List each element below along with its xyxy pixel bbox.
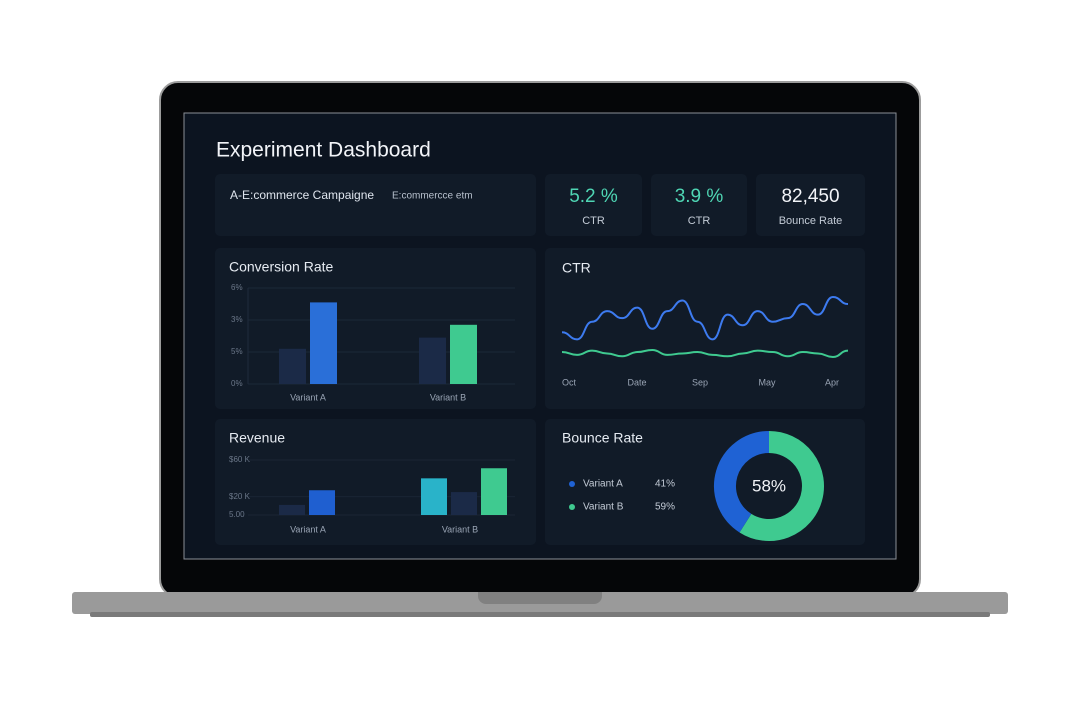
y-tick-label: 5%: [231, 347, 243, 356]
bar: [451, 492, 477, 515]
y-tick-label: 0%: [231, 379, 243, 388]
dashboard-title: Experiment Dashboard: [216, 139, 431, 162]
bar: [481, 468, 507, 515]
x-tick-label: Oct: [562, 377, 577, 387]
bar: [279, 348, 306, 384]
legend-dot: [569, 481, 575, 487]
kpi-card: [756, 174, 865, 236]
kpi-card: [545, 174, 642, 236]
kpi-card: [651, 174, 747, 236]
kpi-label: CTR: [582, 215, 605, 227]
legend-value: 59%: [655, 502, 675, 513]
y-tick-label: 3%: [231, 315, 243, 324]
campaign-tag: E:commercce etm: [392, 191, 473, 202]
donut-segment: [739, 431, 824, 541]
line-series: [561, 295, 849, 341]
x-tick-label: Variant B: [430, 392, 466, 402]
campaign-card: [215, 174, 536, 236]
panel-title: Bounce Rate: [562, 430, 643, 446]
panel-title: Revenue: [229, 430, 285, 446]
bar: [421, 478, 447, 515]
x-tick-label: May: [758, 377, 776, 387]
y-tick-label: 5.00: [229, 510, 245, 519]
panel-title: Conversion Rate: [229, 259, 333, 275]
x-tick-label: Variant A: [290, 524, 326, 534]
campaign-name: A-E:commerce Campaigne: [230, 188, 374, 202]
panel-title: CTR: [562, 260, 591, 276]
x-tick-label: Apr: [825, 377, 839, 387]
legend-label: Variant A: [583, 479, 623, 490]
legend-dot: [569, 504, 575, 510]
kpi-label: Bounce Rate: [779, 215, 843, 227]
legend-label: Variant B: [583, 502, 624, 513]
x-tick-label: Sep: [692, 377, 708, 387]
donut-center-label: 58%: [752, 476, 786, 495]
y-tick-label: $60 K: [229, 455, 251, 464]
x-tick-label: Variant B: [442, 524, 478, 534]
kpi-value: 5.2 %: [569, 186, 618, 207]
x-tick-label: Variant A: [290, 392, 326, 402]
bar: [419, 337, 446, 384]
kpi-label: CTR: [688, 215, 711, 227]
legend-value: 41%: [655, 479, 675, 490]
x-tick-label: Date: [627, 377, 646, 387]
bar: [450, 324, 477, 384]
laptop-notch: [478, 592, 602, 604]
kpi-value: 3.9 %: [675, 186, 724, 207]
y-tick-label: $20 K: [229, 492, 251, 501]
bar: [279, 504, 305, 515]
y-tick-label: 6%: [231, 283, 243, 292]
kpi-value: 82,450: [781, 186, 839, 207]
bar: [309, 490, 335, 515]
bar: [310, 302, 337, 384]
laptop-base-edge: [90, 612, 990, 617]
line-series: [561, 348, 849, 359]
donut-segment: [714, 431, 770, 533]
